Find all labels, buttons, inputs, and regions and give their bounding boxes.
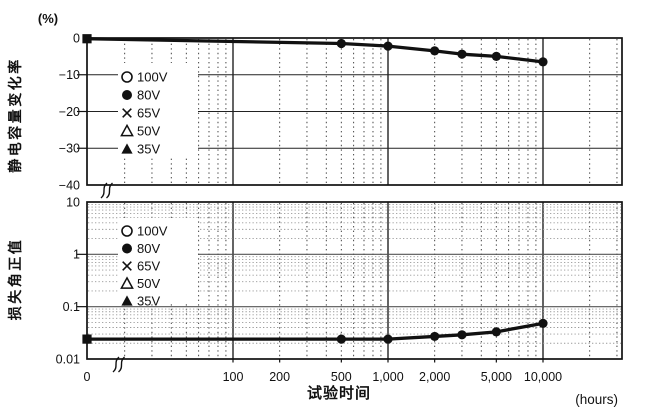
x-tick-label: 500 xyxy=(331,370,352,384)
data-marker xyxy=(383,41,393,51)
axis-break-icon xyxy=(112,356,120,373)
data-marker xyxy=(383,334,393,344)
legend-label: 35V xyxy=(137,294,160,309)
axis-break-icon xyxy=(118,356,125,373)
x-tick-label: 10,000 xyxy=(524,370,562,384)
y-tick-label: 10 xyxy=(66,195,80,209)
filled-triangle-icon xyxy=(121,295,133,306)
legend-label: 50V xyxy=(137,124,160,139)
legend-label: 80V xyxy=(137,88,160,103)
y-tick-label: 0 xyxy=(73,31,80,45)
data-line xyxy=(87,321,544,341)
legend-label: 80V xyxy=(137,241,160,256)
filled-circle-icon xyxy=(122,243,132,254)
legend-label: 100V xyxy=(137,224,168,239)
x-tick-label: 100 xyxy=(223,370,244,384)
x-axis-title: 试验时间 xyxy=(307,384,371,402)
x-tick-label: 2,000 xyxy=(419,370,450,384)
dissipation-factor-panel: 10 1 0.1 0.01 100V 80V 65V 50V 35V xyxy=(56,195,623,373)
data-marker xyxy=(82,34,92,44)
y-axis-title-bottom: 损失角正值 xyxy=(7,238,23,321)
data-marker xyxy=(430,331,440,342)
y-tick-label: −40 xyxy=(59,178,80,192)
x-tick-label: 5,000 xyxy=(481,370,512,384)
x-axis-unit: (hours) xyxy=(575,392,618,407)
open-circle-icon xyxy=(121,71,133,83)
data-marker xyxy=(491,327,501,337)
y-tick-label: 0.01 xyxy=(56,352,80,366)
y-tick-label: 0.1 xyxy=(63,300,80,314)
data-line xyxy=(86,37,544,64)
filled-circle-icon xyxy=(122,90,132,100)
y-tick-label: −10 xyxy=(59,68,80,82)
data-marker xyxy=(491,51,501,61)
data-marker xyxy=(538,57,548,67)
open-triangle-icon xyxy=(120,123,134,137)
x-mark-icon xyxy=(122,261,132,271)
x-tick-label: 1,000 xyxy=(372,370,403,384)
data-marker xyxy=(457,49,467,59)
open-circle-icon xyxy=(121,225,133,237)
y-tick-label: −20 xyxy=(59,105,80,119)
data-marker xyxy=(336,38,346,49)
data-marker xyxy=(82,334,92,344)
axis-break-icon xyxy=(106,182,113,199)
data-marker xyxy=(538,318,548,328)
x-mark-icon xyxy=(122,108,132,118)
legend-label: 100V xyxy=(137,70,168,85)
axis-break-icon xyxy=(100,182,108,199)
data-marker xyxy=(457,330,467,340)
x-tick-label: 0 xyxy=(84,370,91,384)
panel-frame xyxy=(86,201,623,360)
open-triangle-icon xyxy=(120,276,134,289)
y-tick-label: 1 xyxy=(73,248,80,262)
filled-triangle-icon xyxy=(121,143,133,154)
x-tick-label: 200 xyxy=(269,370,290,384)
y-axis-unit-top: (%) xyxy=(38,11,58,26)
panel-frame xyxy=(86,37,623,186)
chart-layers: 0−10−20−30−40100V80V65V50V35V1010.10.011… xyxy=(56,31,623,384)
y-tick-label: −30 xyxy=(59,142,80,156)
y-axis-title-top: 静电容量变化率 xyxy=(7,57,23,173)
data-marker xyxy=(430,46,440,56)
capacitance-change-panel: 0 −10 −20 −30 −40 100V 80V 65V 50V 35V xyxy=(59,31,623,199)
legend-label: 35V xyxy=(137,142,160,157)
legend-label: 50V xyxy=(137,276,160,291)
legend-label: 65V xyxy=(137,259,160,274)
data-marker xyxy=(336,334,346,344)
legend-label: 65V xyxy=(137,106,160,121)
